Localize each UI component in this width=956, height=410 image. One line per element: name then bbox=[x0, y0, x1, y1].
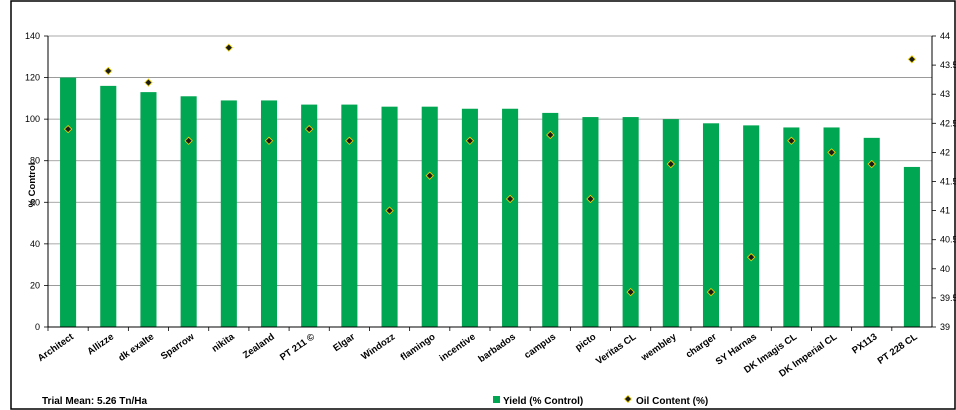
oil-point-10 bbox=[465, 136, 475, 145]
oil-point-1 bbox=[104, 66, 113, 76]
x-tick-label: Zealand bbox=[241, 331, 277, 361]
oil-point-3 bbox=[184, 136, 193, 145]
bar-16 bbox=[702, 123, 720, 327]
bar-10 bbox=[461, 108, 478, 327]
x-tick-label: PT 228 CL bbox=[876, 331, 920, 366]
bar-13 bbox=[582, 117, 599, 327]
bar-7 bbox=[341, 104, 358, 327]
bar-21 bbox=[903, 166, 920, 327]
bar-18 bbox=[783, 127, 800, 327]
x-tick-label: campus bbox=[522, 331, 558, 361]
x-tick-label: Sparrow bbox=[159, 331, 197, 362]
y-tick-label: 80 bbox=[30, 156, 40, 166]
oil-point-16 bbox=[706, 287, 716, 297]
y-tick-label: 40 bbox=[30, 239, 40, 249]
oil-series bbox=[63, 43, 917, 297]
oil-point-17 bbox=[747, 252, 756, 262]
y2-tick-label: 39 bbox=[940, 322, 950, 332]
bar-5 bbox=[260, 100, 278, 327]
bar-20 bbox=[863, 137, 880, 327]
axes: 0 20 40 60 80 100 120 140 39 39.5 40 40.5 41 41.5 42 42… bbox=[25, 31, 956, 380]
x-tick-label: Veritas CL bbox=[594, 331, 639, 367]
trial-mean-annotation: Trial Mean: 5.26 Tn/Ha bbox=[42, 396, 147, 407]
bar-6 bbox=[301, 104, 318, 327]
oil-point-13 bbox=[586, 194, 595, 204]
bar-series bbox=[60, 77, 920, 328]
bar-3 bbox=[180, 96, 197, 328]
y2-tick-label: 44 bbox=[940, 31, 950, 41]
bar-1 bbox=[100, 85, 117, 327]
x-tick-label: incentive bbox=[438, 331, 478, 364]
y-tick-label: 60 bbox=[30, 197, 40, 207]
x-tick-label: PX113 bbox=[850, 331, 879, 356]
bar-0 bbox=[60, 77, 77, 327]
bar-12 bbox=[542, 112, 559, 328]
y2-tick-label: 42.5 bbox=[940, 118, 956, 128]
bar-15 bbox=[662, 119, 679, 328]
oil-point-20 bbox=[867, 159, 876, 169]
x-tick-label: charger bbox=[684, 331, 719, 360]
oil-point-5 bbox=[264, 136, 274, 145]
x-tick-label: barbados bbox=[476, 331, 517, 365]
oil-point-9 bbox=[425, 171, 434, 180]
y2-tick-label: 42 bbox=[940, 147, 950, 157]
legend-label-yield: Yield (% Control) bbox=[503, 396, 583, 407]
legend-label-oil: Oil Content (%) bbox=[636, 396, 708, 407]
oil-point-21 bbox=[907, 55, 917, 64]
oil-point-15 bbox=[666, 159, 675, 169]
oil-point-18 bbox=[787, 136, 796, 145]
legend: Yield (% Control) Oil Content (%) bbox=[493, 394, 708, 407]
oil-point-4 bbox=[224, 43, 233, 52]
oil-point-19 bbox=[827, 148, 836, 157]
oil-point-11 bbox=[505, 194, 515, 204]
bar-17 bbox=[743, 125, 760, 327]
legend-swatch-yield bbox=[493, 396, 500, 403]
oil-point-12 bbox=[546, 130, 555, 140]
y-tick-label: 100 bbox=[25, 114, 40, 124]
y2-tick-label: 39.5 bbox=[940, 293, 956, 303]
oil-point-14 bbox=[626, 287, 635, 297]
x-tick-label: Elgar bbox=[331, 331, 357, 354]
y-tick-label: 20 bbox=[30, 280, 40, 290]
x-tick-label: Architect bbox=[36, 331, 77, 364]
y-axis-label: % Control bbox=[27, 163, 38, 208]
bar-11 bbox=[502, 108, 519, 327]
oil-point-7 bbox=[345, 136, 354, 145]
oil-point-0 bbox=[63, 124, 73, 134]
bar-9 bbox=[421, 106, 438, 328]
x-tick-label: Allizze bbox=[85, 331, 116, 357]
y-tick-label: 140 bbox=[25, 31, 40, 41]
bar-4 bbox=[220, 100, 237, 327]
y2-tick-label: 40.5 bbox=[940, 235, 956, 245]
y2-tick-label: 43 bbox=[940, 89, 950, 99]
bar-2 bbox=[140, 92, 157, 327]
x-tick-label: flamingo bbox=[399, 331, 438, 363]
x-tick-label: dk exalte bbox=[117, 331, 157, 363]
x-tick-label: nikita bbox=[210, 331, 237, 355]
x-tick-label: Windozz bbox=[359, 331, 397, 362]
y2-tick-label: 41.5 bbox=[940, 177, 956, 187]
y-tick-label: 120 bbox=[25, 73, 40, 83]
x-tick-label: wembley bbox=[639, 331, 680, 364]
y2-tick-label: 41 bbox=[940, 206, 950, 216]
x-tick-label: PT 211 © bbox=[278, 331, 317, 363]
oil-point-8 bbox=[385, 206, 394, 215]
chart-frame bbox=[10, 0, 956, 410]
oil-point-2 bbox=[144, 78, 153, 87]
oil-point-6 bbox=[305, 124, 314, 134]
legend-swatch-oil bbox=[623, 394, 633, 404]
bar-8 bbox=[381, 106, 398, 328]
bar-19 bbox=[823, 127, 840, 327]
y-tick-label: 0 bbox=[35, 322, 40, 332]
bar-14 bbox=[622, 117, 639, 327]
x-tick-label: picto bbox=[573, 331, 598, 353]
y2-tick-label: 43.5 bbox=[940, 60, 956, 70]
y2-tick-label: 40 bbox=[940, 264, 950, 274]
